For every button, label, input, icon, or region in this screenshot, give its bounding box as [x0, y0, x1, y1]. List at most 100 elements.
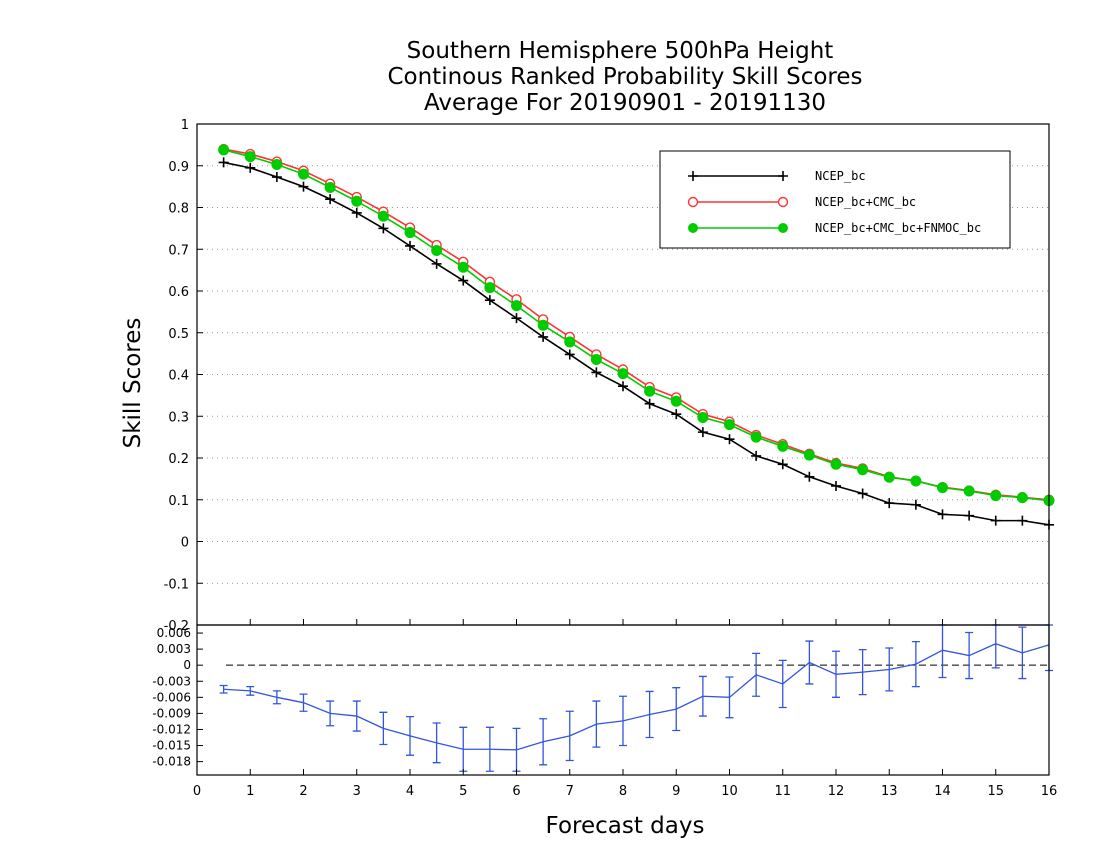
data-point — [271, 172, 282, 183]
data-point — [484, 282, 496, 294]
legend-label: NCEP_bc+CMC_bc+FNMOC_bc — [815, 221, 981, 235]
data-point — [377, 210, 389, 222]
title-line-2: Continous Ranked Probability Skill Score… — [387, 64, 862, 90]
series-difference — [219, 624, 1053, 772]
data-point — [431, 245, 443, 257]
y-tick-label: -0.009 — [152, 706, 191, 720]
x-tick-label: 13 — [881, 784, 898, 799]
legend-box — [659, 150, 1011, 249]
data-point — [325, 194, 336, 205]
legend-marker — [777, 196, 789, 208]
y-tick-label: 0 — [183, 658, 191, 672]
data-point — [378, 223, 389, 234]
error-bar — [991, 624, 1000, 669]
data-point — [777, 459, 788, 470]
error-bar — [672, 687, 681, 732]
data-point — [857, 488, 868, 499]
error-bar — [299, 693, 308, 712]
top-gridlines — [197, 165, 1049, 584]
legend-marker — [688, 171, 698, 181]
legend-item: NCEP_bc+CMC_bc — [687, 195, 916, 209]
data-point — [751, 450, 762, 461]
error-bar — [1018, 626, 1027, 680]
data-point — [590, 353, 602, 365]
data-point — [990, 515, 1001, 526]
data-point — [351, 195, 363, 207]
data-point — [910, 475, 922, 487]
data-point — [937, 482, 948, 494]
data-point — [537, 319, 549, 331]
error-bar — [539, 718, 548, 766]
x-tick-label: 2 — [299, 784, 307, 799]
x-tick-label: 14 — [934, 784, 951, 799]
legend-item: NCEP_bc — [688, 169, 866, 183]
y-tick-label: 0 — [181, 536, 189, 551]
data-point — [218, 157, 229, 168]
data-point — [697, 412, 709, 424]
legend-label: NCEP_bc+CMC_bc — [815, 195, 916, 209]
data-point — [564, 349, 575, 360]
title-line-1: Southern Hemisphere 500hPa Height — [407, 38, 834, 64]
data-point — [831, 480, 841, 491]
bottom-series-group — [219, 624, 1053, 772]
error-bar — [858, 648, 867, 696]
y-tick-label: 0.4 — [168, 369, 189, 384]
series-NCEP_bc+CMC_bc+FNMOC_bc — [218, 144, 1055, 507]
top-y-ticks: -0.2 -0.1 0 0.1 0.2 0.3 0.4 0.5 0.6 0.7 0.8 0.9 1 — [164, 118, 203, 634]
error-bar — [619, 695, 627, 747]
y-tick-label: -0.2 — [164, 619, 189, 634]
y-tick-label: 0.3 — [168, 410, 189, 425]
data-point — [804, 471, 815, 482]
error-bar — [272, 690, 281, 705]
data-point — [724, 434, 735, 445]
error-bar — [246, 685, 255, 696]
chart-title: Southern Hemisphere 500hPa Height Contin… — [387, 38, 862, 116]
error-bar — [326, 700, 335, 727]
data-point — [750, 431, 762, 443]
data-point — [591, 367, 602, 378]
legend-marker — [778, 223, 788, 233]
x-tick-label: 7 — [566, 784, 574, 799]
data-point — [1016, 492, 1028, 504]
data-point — [1017, 515, 1028, 526]
data-point — [963, 485, 975, 497]
data-point — [404, 227, 416, 239]
data-point — [910, 499, 921, 510]
y-tick-label: -0.006 — [152, 690, 191, 704]
y-tick-label: 0.006 — [157, 626, 191, 640]
x-tick-label: 4 — [406, 784, 414, 799]
data-point — [458, 275, 469, 286]
data-point — [884, 498, 895, 509]
y-tick-label: 0.5 — [168, 327, 189, 342]
series-NCEP_bc — [218, 157, 1054, 530]
bottom-y-ticks: -0.018 -0.015 -0.012 -0.009 -0.006 -0.003 0 0.0… — [152, 626, 203, 769]
y-tick-label: 0.003 — [157, 642, 191, 656]
data-point — [298, 168, 309, 180]
error-bar — [645, 690, 654, 739]
y-tick-label: -0.015 — [152, 739, 191, 753]
x-tick-label: 10 — [721, 784, 738, 799]
error-bar — [592, 700, 601, 748]
error-bar — [432, 722, 441, 764]
data-point — [671, 409, 682, 420]
legend-label: NCEP_bc — [815, 169, 866, 183]
error-bar — [698, 675, 707, 717]
legend-item: NCEP_bc+CMC_bc+FNMOC_bc — [688, 221, 981, 235]
legend-marker — [688, 223, 698, 233]
error-bar — [219, 684, 228, 694]
bottom-panel: -0.018 -0.015 -0.012 -0.009 -0.006 -0.003 0 0.0… — [152, 624, 1053, 776]
data-point — [724, 419, 735, 431]
legend: NCEP_bc NCEP_bc+CMC_bc NCEP_bc+CMC_bc+FNMO… — [659, 150, 1011, 249]
x-tick-label: 15 — [987, 784, 1004, 799]
data-point — [538, 331, 549, 342]
data-point — [351, 207, 362, 218]
error-bar — [805, 640, 814, 685]
x-tick-label: 12 — [828, 784, 845, 799]
legend-marker — [687, 196, 699, 208]
data-point — [405, 240, 415, 251]
data-point — [803, 449, 815, 461]
y-tick-label: -0.1 — [164, 577, 189, 592]
x-tick-label: 1 — [246, 784, 254, 799]
data-point — [883, 471, 895, 483]
